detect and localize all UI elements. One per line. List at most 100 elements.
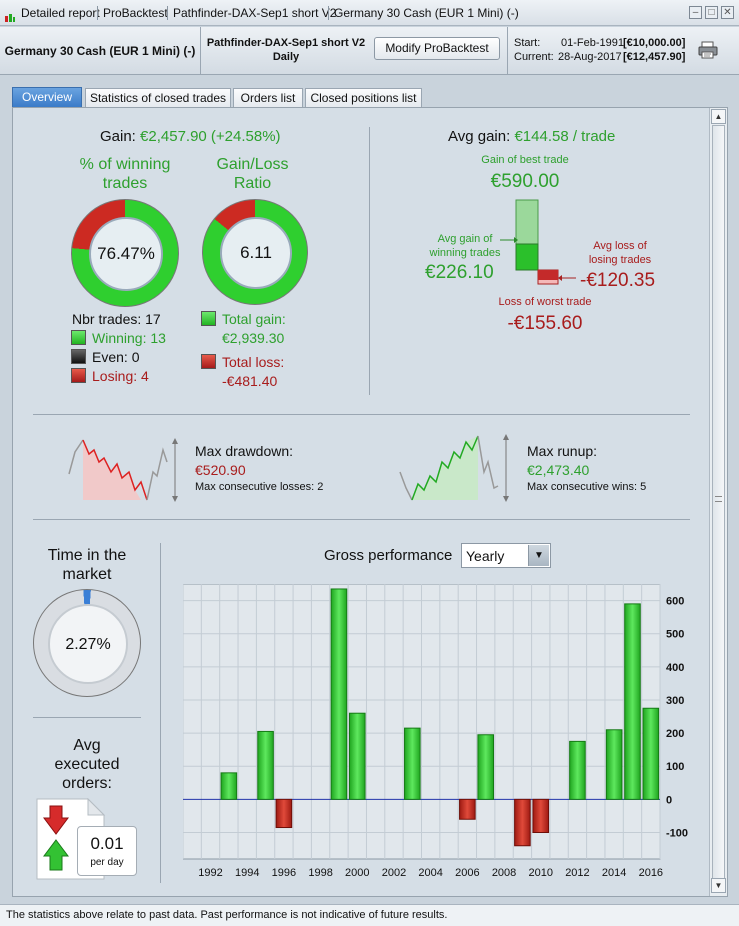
- sell-arrow-icon: [43, 805, 69, 835]
- drawdown-area: [83, 440, 147, 500]
- avg-losing-label-line1: Avg loss of: [593, 240, 647, 252]
- report-header: Germany 30 Cash (EUR 1 Mini) (-) Pathfin…: [0, 27, 739, 75]
- disclaimer-footer: The statistics above relate to past data…: [0, 904, 739, 926]
- y-tick-label: 200: [666, 728, 684, 740]
- max-runup-value: €2,473.40: [527, 462, 590, 478]
- avg-losing-label-line2: losing trades: [588, 254, 652, 266]
- modify-probacktest-button[interactable]: Modify ProBacktest: [374, 37, 500, 60]
- avg-gain-summary: Avg gain: €144.58 / trade: [448, 128, 615, 145]
- x-tick-label: 2000: [345, 867, 369, 879]
- avg-gain-label: Avg gain:: [448, 128, 511, 145]
- time-in-market-title-line2: market: [62, 566, 112, 583]
- scroll-up-icon[interactable]: ▲: [711, 109, 726, 124]
- x-tick-label: 2006: [455, 867, 479, 879]
- start-date: 01-Feb-1991: [561, 37, 624, 49]
- best-trade-bar: [515, 199, 539, 245]
- total-gain-legend: Total gain: €2,939.30: [201, 310, 286, 348]
- bar-2000: [348, 712, 366, 800]
- x-tick-label: 2002: [382, 867, 406, 879]
- x-tick-label: 1992: [198, 867, 222, 879]
- title-strategy: Pathfinder-DAX-Sep1 short V2: [173, 6, 337, 20]
- avg-executed-title-line2: executed: [54, 756, 120, 773]
- y-tick-label: 400: [666, 662, 684, 674]
- scroll-thumb[interactable]: [712, 125, 725, 880]
- runup-line: [411, 435, 479, 501]
- winning-title-line2: trades: [102, 175, 148, 192]
- winning-trades-title: % of winning trades: [60, 155, 190, 193]
- time-in-market-donut: 2.27%: [33, 589, 141, 697]
- time-in-market-title: Time in the market: [33, 546, 141, 584]
- orders-per-day-unit: per day: [90, 857, 124, 868]
- y-tick-label: 500: [666, 629, 684, 641]
- divider-vertical-bottom: [160, 543, 161, 883]
- period-select[interactable]: Yearly ▼: [461, 543, 551, 568]
- current-date: 28-Aug-2017: [558, 51, 622, 63]
- gain-value: €2,457.90 (+24.58%): [140, 128, 281, 145]
- total-gain-swatch: [201, 311, 216, 326]
- x-tick-label: 2014: [602, 867, 626, 879]
- orders-per-day-value: 0.01: [90, 834, 124, 853]
- avg-loss-bar: [538, 270, 558, 280]
- divider-1: [33, 414, 690, 415]
- bar-2015: [624, 603, 641, 800]
- maximize-icon[interactable]: □: [705, 6, 718, 19]
- winning-count: Winning: 13: [92, 330, 166, 346]
- y-tick-label: 0: [666, 794, 672, 806]
- y-tick-label: 300: [666, 695, 684, 707]
- total-gain-label: Total gain:: [222, 311, 286, 327]
- best-trade-value: €590.00: [490, 171, 560, 192]
- avg-losing-label: Avg loss of losing trades: [575, 239, 665, 267]
- even-legend: Even: 0: [71, 349, 139, 365]
- minimize-icon[interactable]: –: [689, 6, 702, 19]
- scroll-down-icon[interactable]: ▼: [711, 878, 726, 893]
- gross-performance-title: Gross performance: [324, 547, 453, 564]
- x-tick-label: 2016: [639, 867, 663, 879]
- worst-trade-value: -€155.60: [507, 313, 583, 334]
- bar-1999: [330, 588, 348, 800]
- gain-summary: Gain: €2,457.90 (+24.58%): [100, 128, 281, 145]
- winning-trades-donut: 76.47%: [71, 199, 179, 307]
- title-bar: Detailed report ProBacktest Pathfinder-D…: [0, 0, 739, 26]
- print-icon[interactable]: [698, 41, 718, 62]
- avg-losing-value: -€120.35: [580, 270, 656, 291]
- x-tick-label: 1996: [272, 867, 296, 879]
- x-tick-label: 2004: [418, 867, 442, 879]
- bar-1996: [275, 798, 293, 829]
- worst-trade-label: Loss of worst trade: [498, 296, 592, 308]
- winning-swatch: [71, 330, 86, 345]
- buy-arrow-icon: [43, 839, 69, 871]
- max-runup-chart: [399, 434, 509, 502]
- gross-performance-chart: 1992 1994 1996 1998 2000 2002 2004 2006 2008 2010…: [183, 584, 688, 879]
- best-trade-label: Gain of best trade: [481, 154, 569, 166]
- gain-loss-ratio-title: Gain/Loss Ratio: [195, 155, 310, 193]
- bar-2006: [459, 798, 476, 820]
- bar-2009: [514, 798, 531, 847]
- x-tick-label: 2012: [565, 867, 589, 879]
- chevron-down-icon[interactable]: ▼: [528, 545, 549, 566]
- bar-2014: [605, 729, 623, 800]
- tab-overview[interactable]: Overview: [12, 87, 82, 107]
- avg-winning-label-line1: Avg gain of: [437, 233, 493, 245]
- total-gain-value: €2,939.30: [222, 330, 285, 346]
- tab-closed-positions-list[interactable]: Closed positions list: [305, 88, 422, 108]
- y-tick-label: 100: [666, 761, 684, 773]
- bar-1995: [257, 730, 274, 800]
- x-tick-label: 2010: [529, 867, 553, 879]
- time-in-market-value: 2.27%: [65, 636, 111, 653]
- total-loss-value: -€481.40: [222, 373, 278, 389]
- instrument-name: Germany 30 Cash (EUR 1 Mini) (-): [4, 44, 196, 58]
- max-consecutive-losses: Max consecutive losses: 2: [195, 481, 324, 493]
- ratio-title-line2: Ratio: [233, 175, 272, 192]
- losing-count: Losing: 4: [92, 368, 149, 384]
- avg-executed-title-line1: Avg: [73, 737, 101, 754]
- ratio-value: 6.11: [240, 243, 272, 262]
- tab-statistics-closed-trades[interactable]: Statistics of closed trades: [85, 88, 231, 108]
- tab-orders-list[interactable]: Orders list: [233, 88, 303, 108]
- divider-3: [33, 717, 141, 718]
- winning-title-line1: % of winning: [79, 156, 171, 173]
- close-icon[interactable]: ✕: [721, 6, 734, 19]
- gain-loss-ratio-donut: 6.11: [202, 199, 308, 305]
- title-instrument: Germany 30 Cash (EUR 1 Mini) (-): [334, 6, 519, 20]
- vertical-scrollbar[interactable]: ▲ ▼: [709, 108, 727, 896]
- avg-executed-title-line3: orders:: [62, 775, 112, 792]
